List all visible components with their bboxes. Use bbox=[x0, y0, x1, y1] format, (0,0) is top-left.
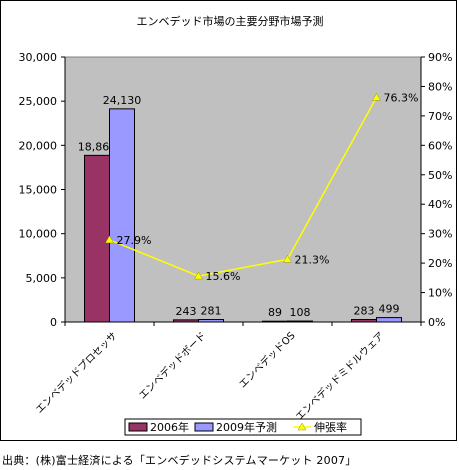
x-category-label: エンベデッドOS bbox=[236, 329, 298, 391]
y-right-tick-label: 90% bbox=[428, 51, 452, 64]
bar-2009-2 bbox=[287, 320, 313, 323]
x-category-label: エンベデッドプロセッサ bbox=[33, 329, 120, 416]
x-category-label: エンベデッドボード bbox=[136, 329, 209, 402]
legend-marker-2 bbox=[297, 422, 307, 431]
growth-rate-data-label: 15.6% bbox=[206, 270, 241, 283]
y-right-tick-label: 20% bbox=[428, 257, 452, 270]
y-right-tick-label: 60% bbox=[428, 139, 452, 152]
growth-rate-line bbox=[109, 96, 378, 277]
legend-label-1: 2009年予測 bbox=[216, 420, 277, 434]
bar-data-label: 24,130 bbox=[103, 94, 142, 107]
y-left-tick-label: 0 bbox=[50, 316, 57, 329]
bar-data-label: 499 bbox=[379, 303, 400, 316]
y-right-tick-label: 10% bbox=[428, 287, 452, 300]
bar-data-label: 18,866 bbox=[78, 140, 117, 153]
bar-data-label: 283 bbox=[354, 305, 375, 318]
y-right-tick-label: 0% bbox=[428, 316, 445, 329]
bar-data-label: 243 bbox=[176, 305, 197, 318]
bar-data-label: 108 bbox=[290, 306, 311, 319]
growth-rate-marker-0 bbox=[105, 235, 114, 244]
y-left-tick-label: 5,000 bbox=[26, 272, 58, 285]
x-category-label: エンベデッドミドルウェア bbox=[293, 329, 387, 423]
growth-rate-marker-3 bbox=[372, 92, 381, 101]
bar-data-label: 89 bbox=[268, 306, 282, 319]
growth-rate-marker-2 bbox=[283, 254, 292, 263]
y-right-tick-label: 30% bbox=[428, 228, 452, 241]
bar-data-label: 281 bbox=[201, 305, 222, 318]
legend-label-2: 伸張率 bbox=[314, 420, 347, 434]
legend-swatch-1 bbox=[194, 422, 214, 432]
source-note: 出典：(株)富士経済による「エンベデッドシステムマーケット 2007」 bbox=[2, 454, 357, 467]
legend-swatch-0 bbox=[128, 422, 148, 432]
chart-title: エンベデッド市場の主要分野市場予測 bbox=[137, 14, 324, 28]
y-left-tick-label: 10,000 bbox=[19, 228, 58, 241]
legend-label-0: 2006年 bbox=[150, 420, 189, 434]
chart-frame: エンベデッド市場の主要分野市場予測 0 5,000 10,000 15,000 20,00… bbox=[0, 0, 457, 441]
bar-2009-3 bbox=[376, 317, 402, 323]
growth-rate-data-label: 27.9% bbox=[117, 234, 152, 247]
y-right-tick-label: 50% bbox=[428, 169, 452, 182]
bar-2006-0 bbox=[84, 154, 110, 323]
y-left-tick-label: 20,000 bbox=[19, 139, 58, 152]
y-right-tick-label: 70% bbox=[428, 110, 452, 123]
growth-rate-data-label: 76.3% bbox=[384, 91, 419, 104]
y-right-tick-label: 80% bbox=[428, 80, 452, 93]
y-left-tick-label: 30,000 bbox=[19, 51, 58, 64]
bar-2006-2 bbox=[262, 320, 288, 323]
bar-2009-0 bbox=[109, 108, 135, 323]
growth-rate-data-label: 21.3% bbox=[295, 253, 330, 266]
y-left-tick-label: 15,000 bbox=[19, 184, 58, 197]
growth-rate-marker-1 bbox=[194, 271, 203, 280]
bar-2006-1 bbox=[173, 319, 199, 323]
y-right-tick-label: 40% bbox=[428, 198, 452, 211]
bar-2009-1 bbox=[198, 319, 224, 323]
bar-2006-3 bbox=[351, 319, 377, 323]
y-left-tick-label: 25,000 bbox=[19, 95, 58, 108]
chart-svg: エンベデッド市場の主要分野市場予測 0 5,000 10,000 15,000 20,00… bbox=[19, 14, 452, 436]
